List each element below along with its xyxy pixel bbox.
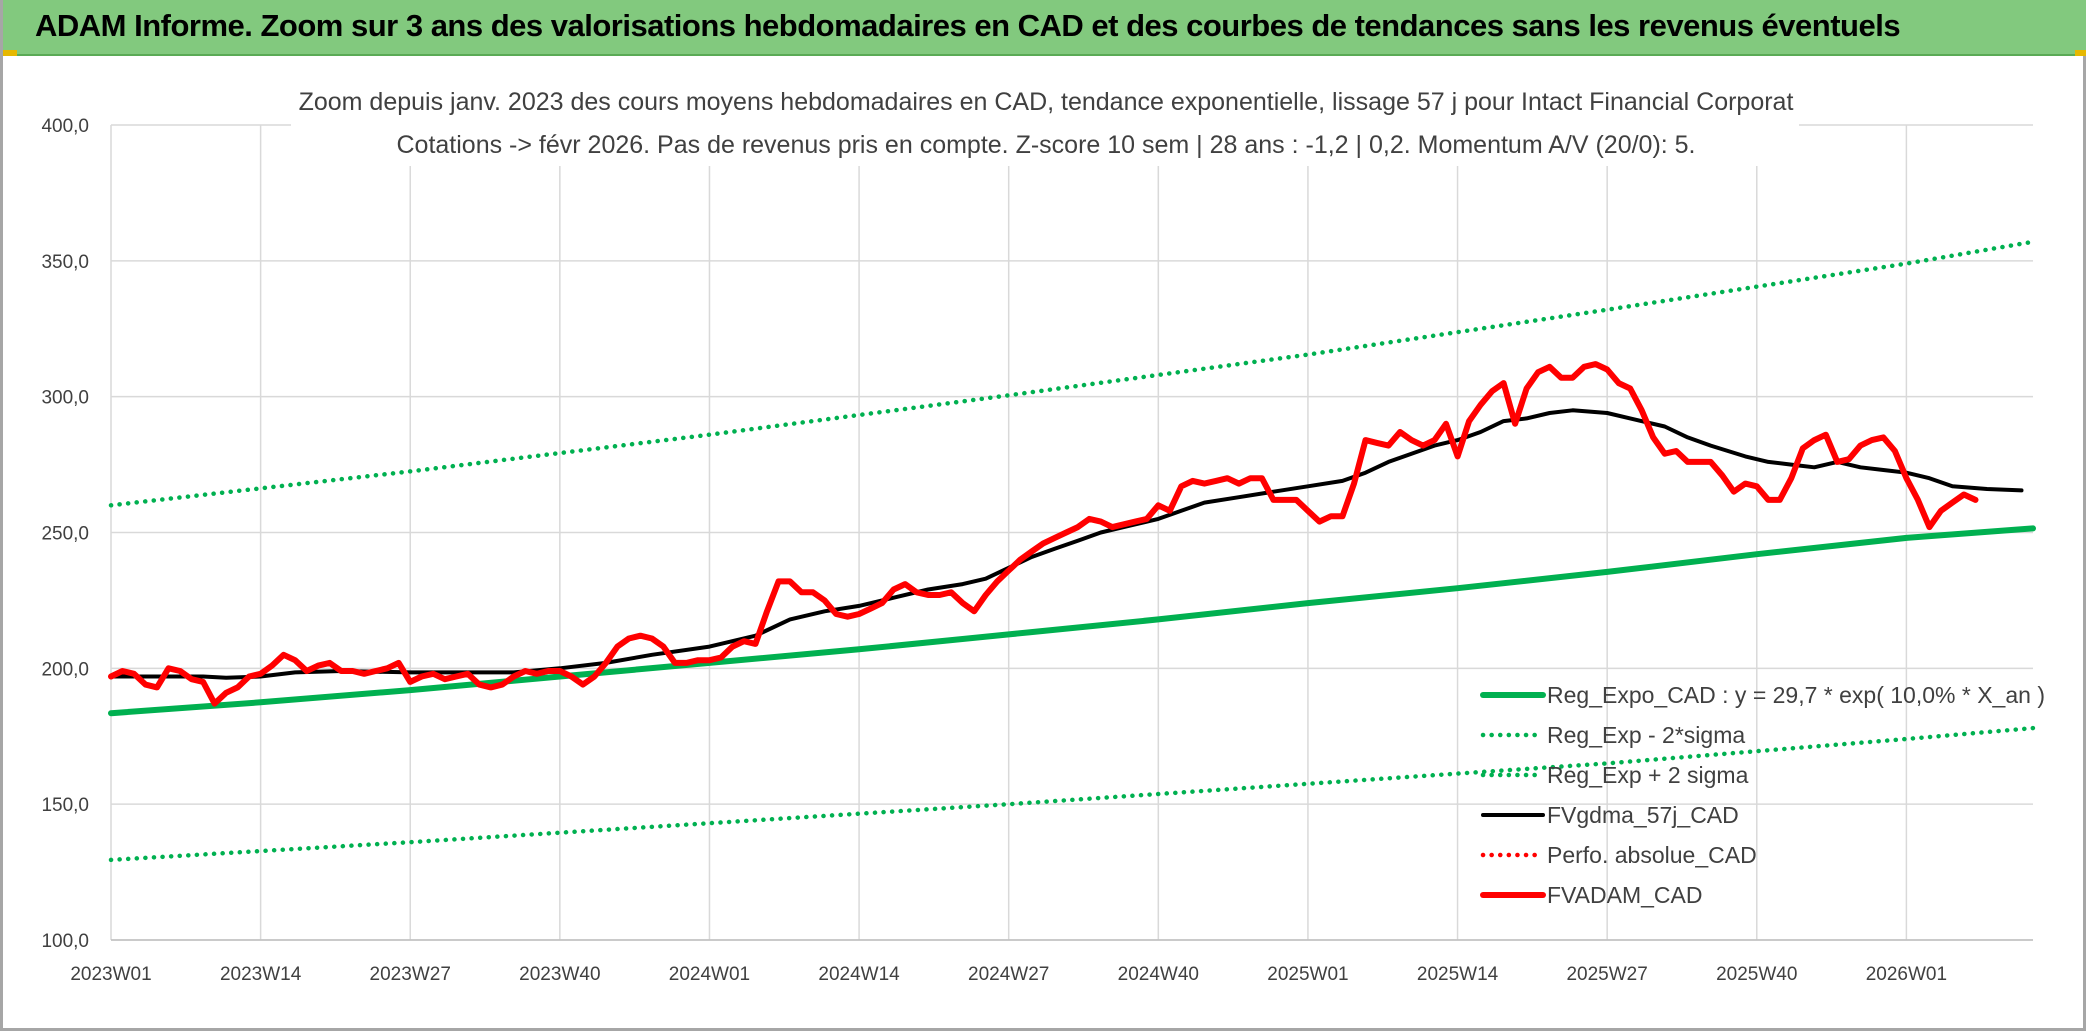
x-tick-label: 2026W01: [1866, 964, 1947, 985]
x-tick-label: 2024W40: [1118, 964, 1199, 985]
x-tick-label: 2024W27: [968, 964, 1049, 985]
report-banner: ADAM Informe. Zoom sur 3 ans des valoris…: [3, 0, 2086, 56]
y-tick-label: 350,0: [41, 252, 89, 273]
x-tick-label: 2023W27: [370, 964, 451, 985]
chart-canvas: 100,0 150,0 200,0 250,0 300,0 350,0 400,0 2023…: [41, 78, 2045, 985]
banner-corner-left: [3, 50, 17, 56]
chart-title-backdrop: [291, 78, 1799, 166]
x-tick-label: 2023W01: [70, 964, 151, 985]
y-tick-label: 250,0: [41, 524, 89, 545]
y-tick-label: 300,0: [41, 388, 89, 409]
legend-label: FVADAM_CAD: [1547, 882, 1703, 908]
y-tick-label: 200,0: [41, 659, 89, 680]
series-fvgdma-57j-cad: [109, 408, 2024, 680]
y-axis-ticks: 100,0 150,0 200,0 250,0 300,0 350,0 400,0: [41, 116, 89, 952]
x-tick-label: 2023W40: [519, 964, 600, 985]
legend-label: Perfo. absolue_CAD: [1547, 842, 1757, 868]
x-tick-label: 2025W14: [1417, 964, 1499, 985]
legend-label: Reg_Exp + 2 sigma: [1547, 762, 1749, 788]
legend-label: Reg_Exp - 2*sigma: [1547, 722, 1745, 748]
x-tick-label: 2025W27: [1566, 964, 1647, 985]
series-reg-exp-2-sigma: [108, 239, 2036, 508]
report-title: ADAM Informe. Zoom sur 3 ans des valoris…: [35, 8, 1901, 43]
x-axis-ticks: 2023W01 2023W14 2023W27 2023W40 2024W01 2024W…: [70, 964, 1947, 985]
legend-label: FVgdma_57j_CAD: [1547, 802, 1739, 828]
chart-legend: Reg_Expo_CAD : y = 29,7 * exp( 10,0% * X…: [1480, 682, 2045, 908]
x-tick-label: 2024W01: [669, 964, 750, 985]
legend-label: Reg_Expo_CAD : y = 29,7 * exp( 10,0% * X…: [1547, 682, 2045, 708]
series-reg-expo-cad: [108, 525, 2036, 717]
chart-title-line1: Zoom depuis janv. 2023 des cours moyens …: [299, 88, 1794, 116]
banner-corner-right: [2075, 50, 2086, 56]
y-tick-label: 400,0: [41, 116, 89, 137]
y-tick-label: 100,0: [41, 931, 89, 952]
series-fvadam-cad: [108, 361, 1979, 707]
series-layer: [108, 239, 2036, 863]
x-tick-label: 2025W40: [1716, 964, 1797, 985]
y-tick-label: 150,0: [41, 795, 89, 816]
x-tick-label: 2025W01: [1267, 964, 1348, 985]
chart-title-line2: Cotations -> févr 2026. Pas de revenus p…: [396, 131, 1695, 159]
x-tick-label: 2024W14: [818, 964, 900, 985]
x-tick-label: 2023W14: [220, 964, 302, 985]
series-reg-exp-2-sigma: [108, 725, 2036, 863]
